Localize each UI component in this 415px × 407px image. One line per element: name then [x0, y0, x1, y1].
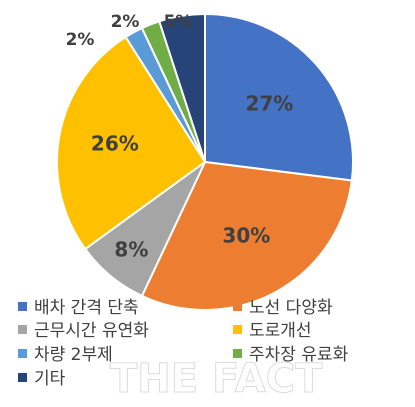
legend-label-2: 노선 다양화 [249, 298, 333, 318]
legend-label-6: 주차장 유료화 [249, 345, 349, 365]
pie-labels: 27% 30% 8% 26% 2% 2% 5% [66, 12, 294, 261]
slice-value-label-1: 27% [245, 92, 293, 116]
pie-slice-4 [56, 35, 207, 251]
legend-swatch-2 [233, 302, 242, 311]
legend-swatch-3 [18, 325, 27, 334]
pie-slices [56, 12, 354, 311]
legend-label-7: 기타 [34, 369, 66, 389]
slice-value-label-5: 2% [66, 30, 95, 50]
legend-swatch-5 [18, 349, 27, 358]
slice-value-label-3: 8% [114, 237, 148, 261]
legend-label-4: 도로개선 [249, 321, 312, 341]
slice-value-label-7: 5% [164, 12, 193, 32]
legend-swatch-6 [233, 349, 242, 358]
legend-label-1: 배차 간격 단축 [34, 298, 139, 318]
watermark: THE FACT [110, 356, 323, 402]
legend-swatch-4 [233, 325, 242, 334]
slice-value-label-4: 26% [91, 131, 139, 155]
legend-label-5: 차량 2부제 [34, 345, 113, 365]
slice-value-label-2: 30% [222, 224, 270, 248]
slice-value-label-6: 2% [111, 12, 140, 32]
pie-slice-2 [140, 160, 353, 311]
legend-label-3: 근무시간 유연화 [34, 321, 149, 341]
legend-swatch-1 [18, 302, 27, 311]
pie-slice-7 [158, 12, 206, 163]
legend-swatch-7 [18, 373, 27, 382]
pie-slice-1 [204, 12, 354, 182]
